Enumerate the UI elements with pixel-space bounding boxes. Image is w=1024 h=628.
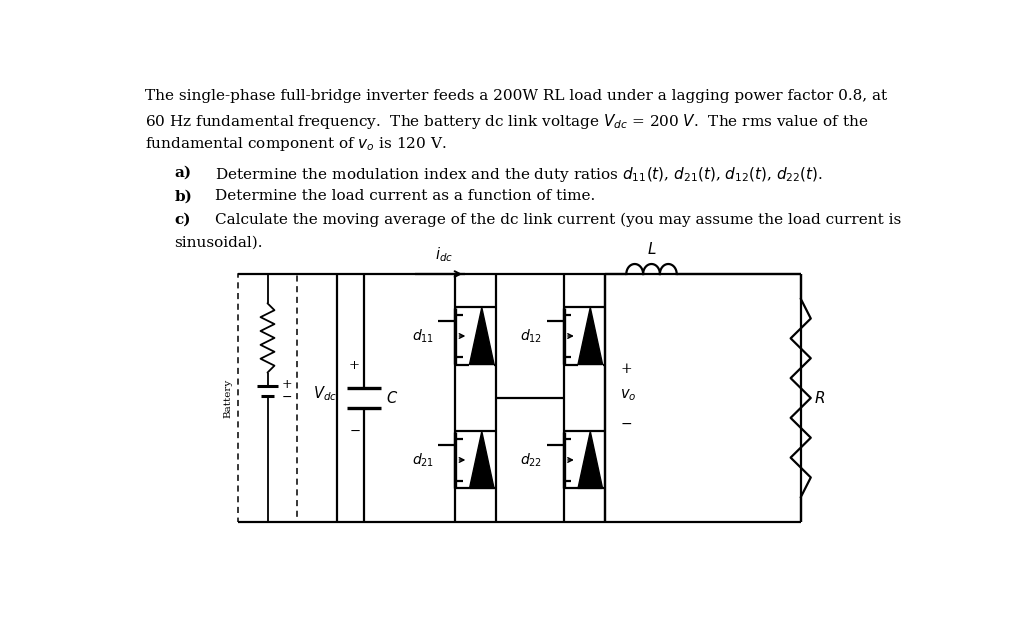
Text: +: +: [282, 377, 292, 391]
Text: $-$: $-$: [282, 390, 293, 403]
Polygon shape: [469, 308, 495, 364]
Text: $C$: $C$: [386, 390, 398, 406]
Text: $d_{22}$: $d_{22}$: [520, 452, 543, 468]
Text: $R$: $R$: [814, 390, 825, 406]
Polygon shape: [578, 431, 602, 489]
Text: $d_{11}$: $d_{11}$: [412, 327, 434, 345]
Text: Determine the modulation index and the duty ratios $d_{11}(t)$, $d_{21}(t)$, $d_: Determine the modulation index and the d…: [215, 165, 823, 184]
Text: Determine the load current as a function of time.: Determine the load current as a function…: [215, 189, 595, 203]
Polygon shape: [578, 308, 602, 364]
Text: The single-phase full-bridge inverter feeds a 200W RL load under a lagging power: The single-phase full-bridge inverter fe…: [145, 89, 887, 103]
Text: $v_o$: $v_o$: [621, 387, 637, 403]
Text: c): c): [174, 213, 191, 227]
Text: $d_{12}$: $d_{12}$: [520, 327, 543, 345]
Text: b): b): [174, 189, 193, 203]
Text: $d_{21}$: $d_{21}$: [412, 452, 434, 468]
Text: Battery: Battery: [223, 378, 232, 418]
Text: $i_{dc}$: $i_{dc}$: [435, 246, 453, 264]
Text: sinusoidal).: sinusoidal).: [174, 236, 263, 250]
Text: 60 Hz fundamental frequency.  The battery dc link voltage $V_{dc}$ = 200 $V$.  T: 60 Hz fundamental frequency. The battery…: [145, 112, 868, 131]
Polygon shape: [469, 431, 495, 489]
Text: a): a): [174, 165, 191, 180]
Text: $-$: $-$: [349, 424, 360, 437]
Text: +: +: [349, 359, 359, 372]
Text: Calculate the moving average of the dc link current (you may assume the load cur: Calculate the moving average of the dc l…: [215, 213, 901, 227]
Text: fundamental component of $v_o$ is 120 V.: fundamental component of $v_o$ is 120 V.: [145, 134, 446, 153]
Text: $V_{dc}$: $V_{dc}$: [313, 385, 337, 404]
Text: $L$: $L$: [647, 241, 656, 257]
Text: +: +: [621, 362, 632, 376]
Text: $-$: $-$: [621, 416, 632, 430]
